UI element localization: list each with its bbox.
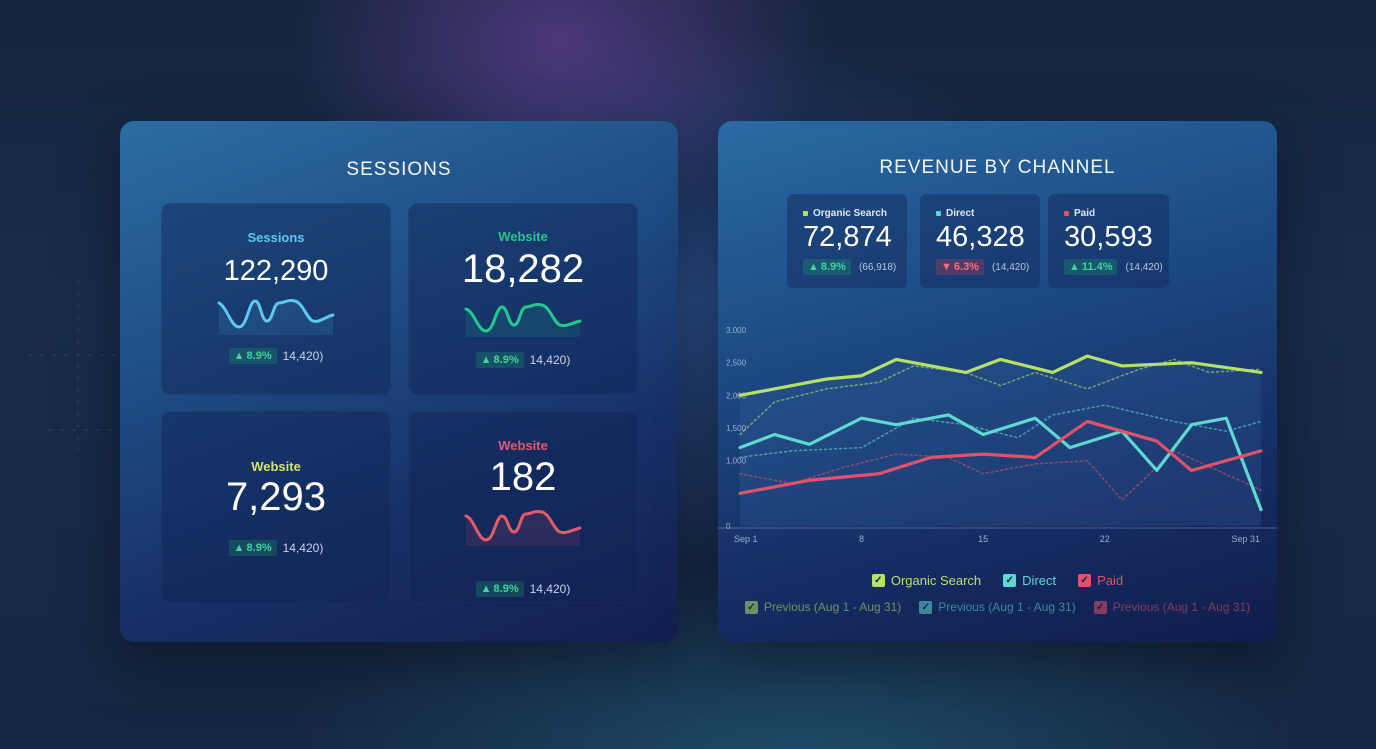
chart-legend: ✓ Organic Search ✓ Direct ✓ Paid bbox=[718, 573, 1277, 588]
delta-row: ▲ 8.9% 14,420) bbox=[408, 352, 638, 368]
legend-dot-icon bbox=[803, 211, 808, 216]
legend-label: Paid bbox=[1097, 573, 1124, 588]
sparkline bbox=[464, 509, 582, 546]
y-tick-label: 2,000 bbox=[726, 391, 747, 400]
series-line-organic-search bbox=[738, 354, 1263, 397]
legend-label: Previous (Aug 1 - Aug 31) bbox=[1112, 600, 1251, 614]
y-tick-label: 0 bbox=[726, 522, 731, 531]
series-line-paid bbox=[738, 419, 1263, 495]
kpi-value: 30,593 bbox=[1064, 221, 1153, 253]
kpi-label: Direct bbox=[936, 208, 974, 219]
legend-paid[interactable]: ✓ Paid bbox=[1078, 573, 1123, 588]
delta-row: ▲ 8.9% 14,420) bbox=[408, 581, 638, 597]
legend-label: Organic Search bbox=[890, 573, 982, 588]
card-value: 18,282 bbox=[461, 247, 585, 291]
x-tick-label: 15 bbox=[978, 534, 988, 544]
arrow-up-icon: ▲ bbox=[1069, 261, 1080, 273]
card-label: Sessions bbox=[247, 230, 305, 245]
delta-row: ▲ 8.9% 14,420) bbox=[161, 540, 391, 556]
y-tick-label: 3,000 bbox=[726, 326, 747, 335]
arrow-up-icon: ▲ bbox=[480, 583, 492, 595]
arrow-down-icon: ▼ bbox=[941, 261, 952, 273]
x-tick-label: 8 bbox=[859, 534, 864, 544]
revenue-panel-title: REVENUE BY CHANNEL bbox=[879, 157, 1116, 178]
card-label: Website bbox=[251, 459, 301, 474]
kpi-organic-search[interactable]: Organic Search 72,874 ▲ 8.9% (66,918) bbox=[787, 194, 907, 288]
kpi-paid[interactable]: Paid 30,593 ▲ 11.4% (14,420) bbox=[1048, 194, 1169, 288]
previous-value: 14,420) bbox=[282, 541, 324, 555]
arrow-up-icon: ▲ bbox=[808, 261, 819, 273]
legend-label: Direct bbox=[1022, 573, 1057, 588]
series-line-organic-search-previous bbox=[739, 358, 1262, 436]
sessions-panel-title: SESSIONS bbox=[346, 159, 452, 180]
delta-badge: ▲ 8.9% bbox=[228, 540, 277, 556]
card-label: Website bbox=[498, 229, 548, 244]
website-card-2[interactable]: Website 7,293 ▲ 8.9% 14,420) bbox=[161, 411, 391, 603]
arrow-up-icon: ▲ bbox=[233, 350, 245, 362]
revenue-panel: REVENUE BY CHANNEL Organic Search 72,874… bbox=[718, 121, 1277, 642]
previous-value: (66,918) bbox=[858, 261, 897, 273]
delta-badge: ▼ 6.3% bbox=[936, 259, 984, 275]
kpi-delta: ▲ 8.9% (66,918) bbox=[803, 259, 896, 275]
sparkline bbox=[217, 298, 335, 335]
sessions-panel: SESSIONS Sessions 122,290 ▲ 8.9% 14,420) … bbox=[120, 121, 678, 642]
x-tick-label: 22 bbox=[1100, 534, 1110, 544]
y-tick-label: 1,000 bbox=[726, 457, 747, 466]
series-line-direct bbox=[738, 413, 1263, 512]
kpi-label: Organic Search bbox=[803, 208, 887, 219]
checkbox-checked-icon[interactable]: ✓ bbox=[1003, 574, 1017, 587]
card-value: 7,293 bbox=[225, 475, 327, 519]
legend-direct[interactable]: ✓ Direct bbox=[1003, 573, 1056, 588]
legend-previous-direct[interactable]: ✓ Previous (Aug 1 - Aug 31) bbox=[919, 600, 1076, 614]
arrow-up-icon: ▲ bbox=[480, 354, 492, 366]
checkbox-checked-icon[interactable]: ✓ bbox=[1078, 574, 1092, 587]
x-tick-label: Sep 1 bbox=[734, 534, 758, 544]
delta-badge: ▲ 8.9% bbox=[803, 259, 851, 275]
revenue-line-chart: 0 1,000 1,500 2,000 2,500 3,000 Sep 1 8 15 22 Sep … bbox=[718, 326, 1277, 544]
website-card-3[interactable]: Website 182 ▲ 8.9% 14,420) bbox=[408, 411, 638, 603]
checkbox-checked-icon[interactable]: ✓ bbox=[871, 574, 885, 587]
checkbox-checked-icon[interactable]: ✓ bbox=[919, 600, 933, 614]
checkbox-checked-icon[interactable]: ✓ bbox=[744, 600, 758, 614]
x-tick-label: Sep 31 bbox=[1231, 534, 1260, 544]
y-tick-label: 1,500 bbox=[726, 424, 747, 433]
legend-label: Previous (Aug 1 - Aug 31) bbox=[763, 600, 902, 614]
legend-label: Previous (Aug 1 - Aug 31) bbox=[938, 600, 1076, 614]
chart-area-fill bbox=[740, 356, 1261, 526]
legend-previous-organic[interactable]: ✓ Previous (Aug 1 - Aug 31) bbox=[744, 600, 902, 614]
series-line-paid-previous bbox=[739, 450, 1262, 501]
legend-dot-icon bbox=[936, 211, 941, 216]
previous-value: 14,420) bbox=[529, 582, 571, 596]
y-tick-label: 2,500 bbox=[726, 359, 747, 368]
kpi-delta: ▲ 11.4% (14,420) bbox=[1064, 259, 1163, 275]
previous-value: (14,420) bbox=[991, 261, 1030, 273]
delta-badge: ▲ 8.9% bbox=[475, 581, 524, 597]
legend-previous-paid[interactable]: ✓ Previous (Aug 1 - Aug 31) bbox=[1093, 600, 1251, 614]
sessions-card[interactable]: Sessions 122,290 ▲ 8.9% 14,420) bbox=[161, 203, 391, 395]
sparkline bbox=[464, 302, 582, 337]
checkbox-checked-icon[interactable]: ✓ bbox=[1093, 600, 1107, 614]
legend-organic-search[interactable]: ✓ Organic Search bbox=[871, 573, 982, 588]
delta-badge: ▲ 8.9% bbox=[228, 348, 277, 364]
card-value: 122,290 bbox=[223, 255, 329, 287]
chart-legend-previous: ✓ Previous (Aug 1 - Aug 31) ✓ Previous (… bbox=[718, 600, 1277, 614]
delta-badge: ▲ 11.4% bbox=[1064, 259, 1118, 275]
kpi-value: 72,874 bbox=[803, 221, 892, 253]
legend-dot-icon bbox=[1064, 211, 1069, 216]
kpi-direct[interactable]: Direct 46,328 ▼ 6.3% (14,420) bbox=[920, 194, 1040, 288]
card-label: Website bbox=[498, 438, 548, 453]
kpi-delta: ▼ 6.3% (14,420) bbox=[936, 259, 1029, 275]
kpi-label: Paid bbox=[1064, 208, 1095, 219]
arrow-up-icon: ▲ bbox=[233, 542, 245, 554]
delta-row: ▲ 8.9% 14,420) bbox=[161, 348, 391, 364]
decorative-grid-lines bbox=[28, 280, 118, 450]
website-card-1[interactable]: Website 18,282 ▲ 8.9% 14,420) bbox=[408, 203, 638, 395]
previous-value: (14,420) bbox=[1125, 261, 1163, 273]
delta-badge: ▲ 8.9% bbox=[475, 352, 524, 368]
kpi-value: 46,328 bbox=[936, 221, 1025, 253]
card-value: 182 bbox=[489, 455, 557, 499]
previous-value: 14,420) bbox=[529, 353, 571, 367]
previous-value: 14,420) bbox=[282, 349, 324, 363]
